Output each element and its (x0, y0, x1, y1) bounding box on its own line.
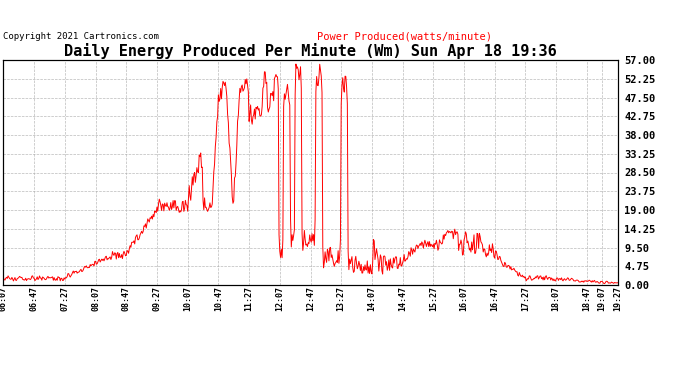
Title: Daily Energy Produced Per Minute (Wm) Sun Apr 18 19:36: Daily Energy Produced Per Minute (Wm) Su… (64, 43, 557, 59)
Text: Power Produced(watts/minute): Power Produced(watts/minute) (317, 31, 493, 41)
Text: Copyright 2021 Cartronics.com: Copyright 2021 Cartronics.com (3, 32, 159, 41)
